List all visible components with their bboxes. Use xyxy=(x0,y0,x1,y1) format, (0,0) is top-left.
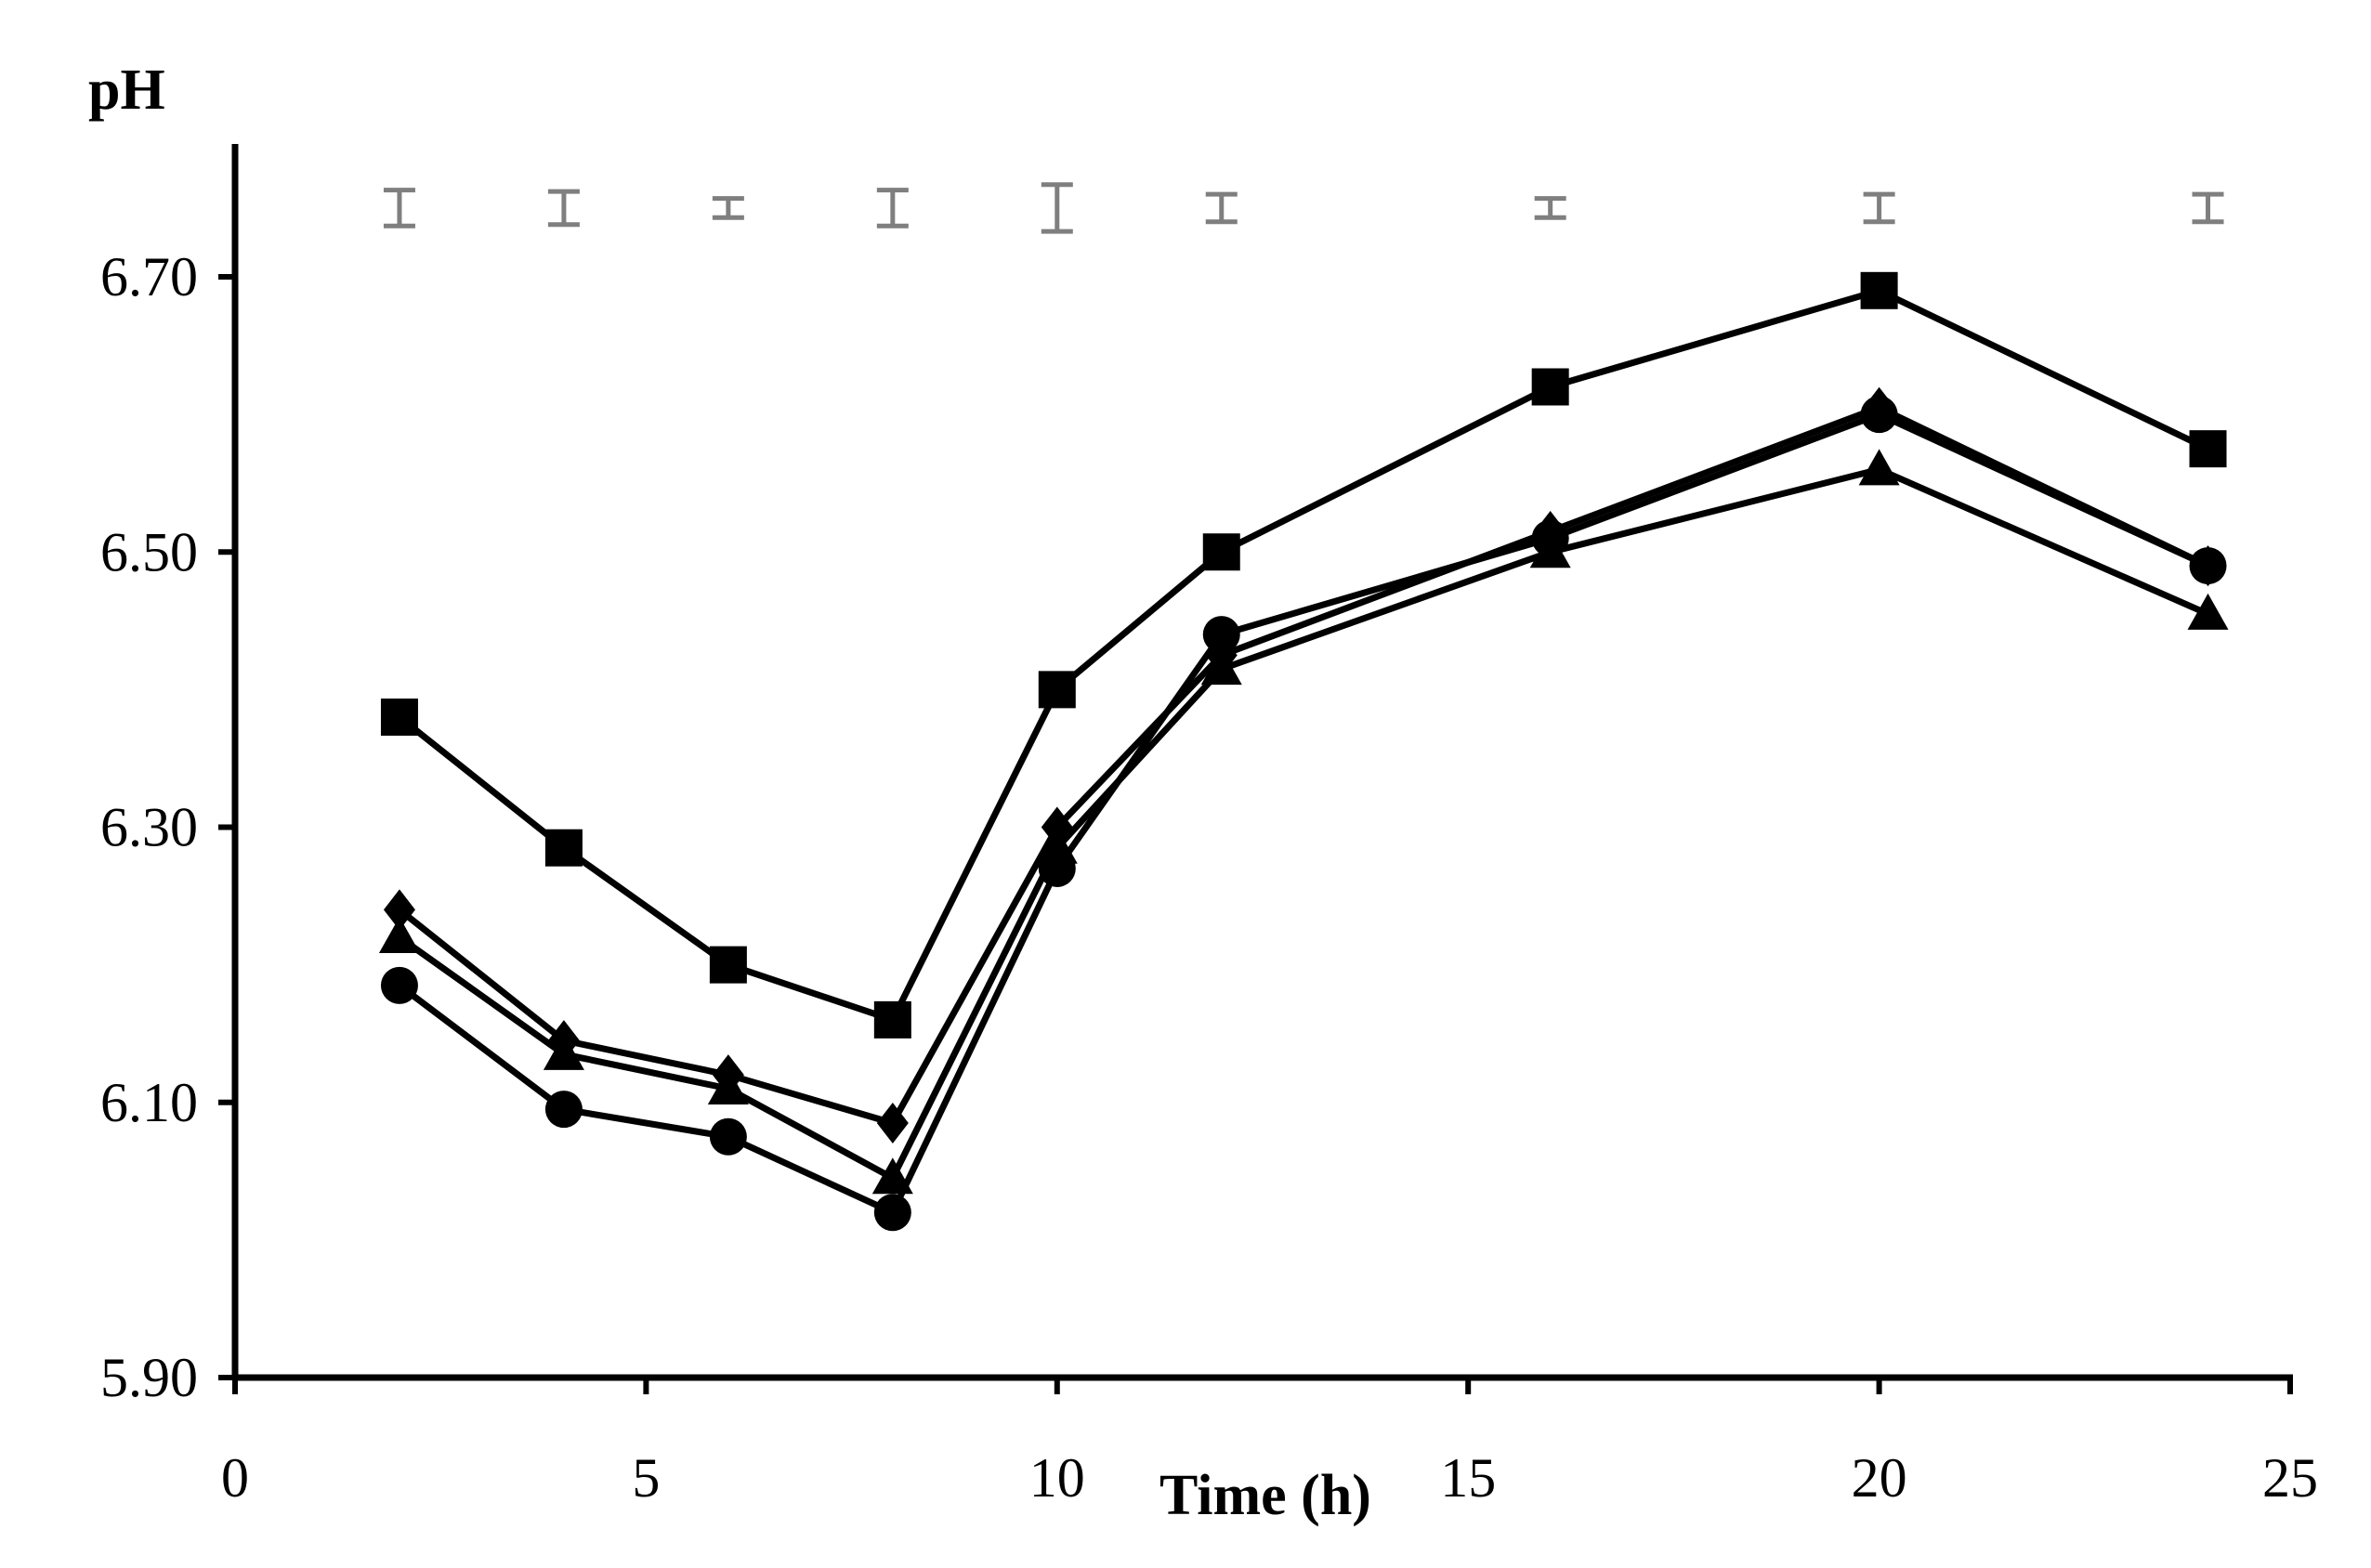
error-bar xyxy=(876,188,909,229)
series-line-diamond xyxy=(397,404,2210,1127)
triangle-marker xyxy=(707,1067,749,1104)
x-tick-label: 5 xyxy=(632,1447,660,1509)
x-tick-label: 15 xyxy=(1440,1447,1496,1509)
circle-marker xyxy=(1860,396,1898,434)
triangle-marker xyxy=(1200,648,1242,686)
triangle-marker xyxy=(543,1033,584,1070)
triangle-marker xyxy=(2187,593,2229,630)
error-bar xyxy=(1041,182,1073,234)
error-bar xyxy=(1205,191,1238,225)
circle-marker xyxy=(380,966,418,1004)
triangle-marker xyxy=(1858,449,1900,486)
circle-marker xyxy=(873,1194,911,1232)
square-marker xyxy=(873,1000,911,1039)
y-axis-title: pH xyxy=(88,59,165,122)
diamond-marker xyxy=(876,1102,909,1143)
square-marker xyxy=(1531,368,1569,406)
error-bar xyxy=(1863,191,1895,225)
square-marker xyxy=(2189,430,2227,468)
error-bar xyxy=(383,188,415,229)
series-markers xyxy=(378,271,2229,1232)
y-tick-label: 6.10 xyxy=(100,1072,198,1133)
diamond-marker xyxy=(1041,806,1073,848)
error-bar xyxy=(712,196,744,220)
triangle-marker xyxy=(871,1157,913,1195)
circle-marker xyxy=(1531,519,1569,557)
series-line-square xyxy=(397,287,2210,1024)
triangle-marker xyxy=(378,917,420,953)
ticks: 0 5 10 15 20 25 5.90 6.10 6.30 6.50 6.70 xyxy=(100,246,2318,1509)
error-bars xyxy=(383,182,2224,234)
x-tick-label: 0 xyxy=(221,1447,249,1509)
error-bar xyxy=(1534,196,1566,220)
y-tick-label: 6.30 xyxy=(100,797,198,858)
square-marker xyxy=(380,699,418,736)
x-axis-title: Time (h) xyxy=(1159,1464,1371,1527)
series-line-circle xyxy=(397,411,2209,1216)
square-marker xyxy=(1038,671,1076,709)
x-tick-label: 10 xyxy=(1029,1447,1085,1509)
x-tick-label: 20 xyxy=(1852,1447,1907,1509)
square-marker xyxy=(709,946,747,984)
series-line-triangle xyxy=(397,465,2209,1182)
y-tick-label: 6.50 xyxy=(100,521,198,582)
diamond-marker xyxy=(383,889,415,931)
series-lines xyxy=(397,287,2210,1216)
square-marker xyxy=(1202,533,1240,571)
circle-marker xyxy=(1202,616,1240,654)
error-bar xyxy=(547,189,580,228)
y-tick-label: 6.70 xyxy=(100,246,198,307)
circle-marker xyxy=(1038,849,1076,887)
x-tick-label: 25 xyxy=(2262,1447,2318,1509)
square-marker xyxy=(1860,271,1898,309)
circle-marker xyxy=(544,1091,583,1129)
y-tick-label: 5.90 xyxy=(100,1347,198,1408)
axes xyxy=(231,144,2293,1381)
circle-marker xyxy=(2189,547,2227,585)
error-bar xyxy=(2192,191,2224,225)
circle-marker xyxy=(709,1117,747,1156)
square-marker xyxy=(544,829,583,867)
